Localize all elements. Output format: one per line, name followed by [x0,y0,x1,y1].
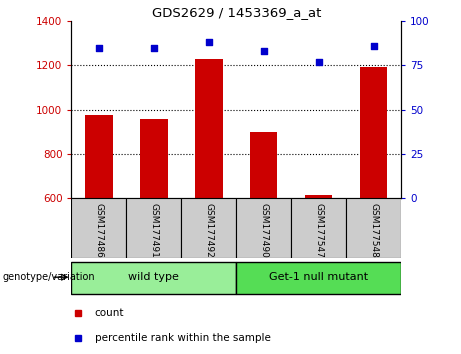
Bar [181,198,236,258]
Text: GSM177492: GSM177492 [204,203,213,258]
Bar [250,132,278,198]
Title: GDS2629 / 1453369_a_at: GDS2629 / 1453369_a_at [152,6,321,19]
Text: GSM177486: GSM177486 [95,203,103,258]
Text: percentile rank within the sample: percentile rank within the sample [95,333,271,343]
Point [95,45,103,51]
Bar [291,198,346,258]
Bar [346,198,401,258]
Point [150,45,158,51]
Bar [305,195,332,198]
Point [205,40,213,45]
Text: wild type: wild type [129,272,179,282]
Bar [360,67,387,198]
Bar [140,119,168,198]
Point [370,43,377,49]
Text: GSM177491: GSM177491 [149,203,159,258]
Text: GSM177490: GSM177490 [259,203,268,258]
Text: genotype/variation: genotype/variation [2,272,95,282]
Point [260,48,267,54]
Text: GSM177547: GSM177547 [314,203,323,258]
Point [315,59,322,65]
Bar [236,198,291,258]
Bar [71,198,126,258]
Bar [236,262,401,294]
Bar [85,115,112,198]
Bar [71,262,236,294]
Text: GSM177548: GSM177548 [369,203,378,258]
Text: count: count [95,308,124,318]
Bar [195,59,223,198]
Bar [126,198,181,258]
Text: Get-1 null mutant: Get-1 null mutant [269,272,368,282]
